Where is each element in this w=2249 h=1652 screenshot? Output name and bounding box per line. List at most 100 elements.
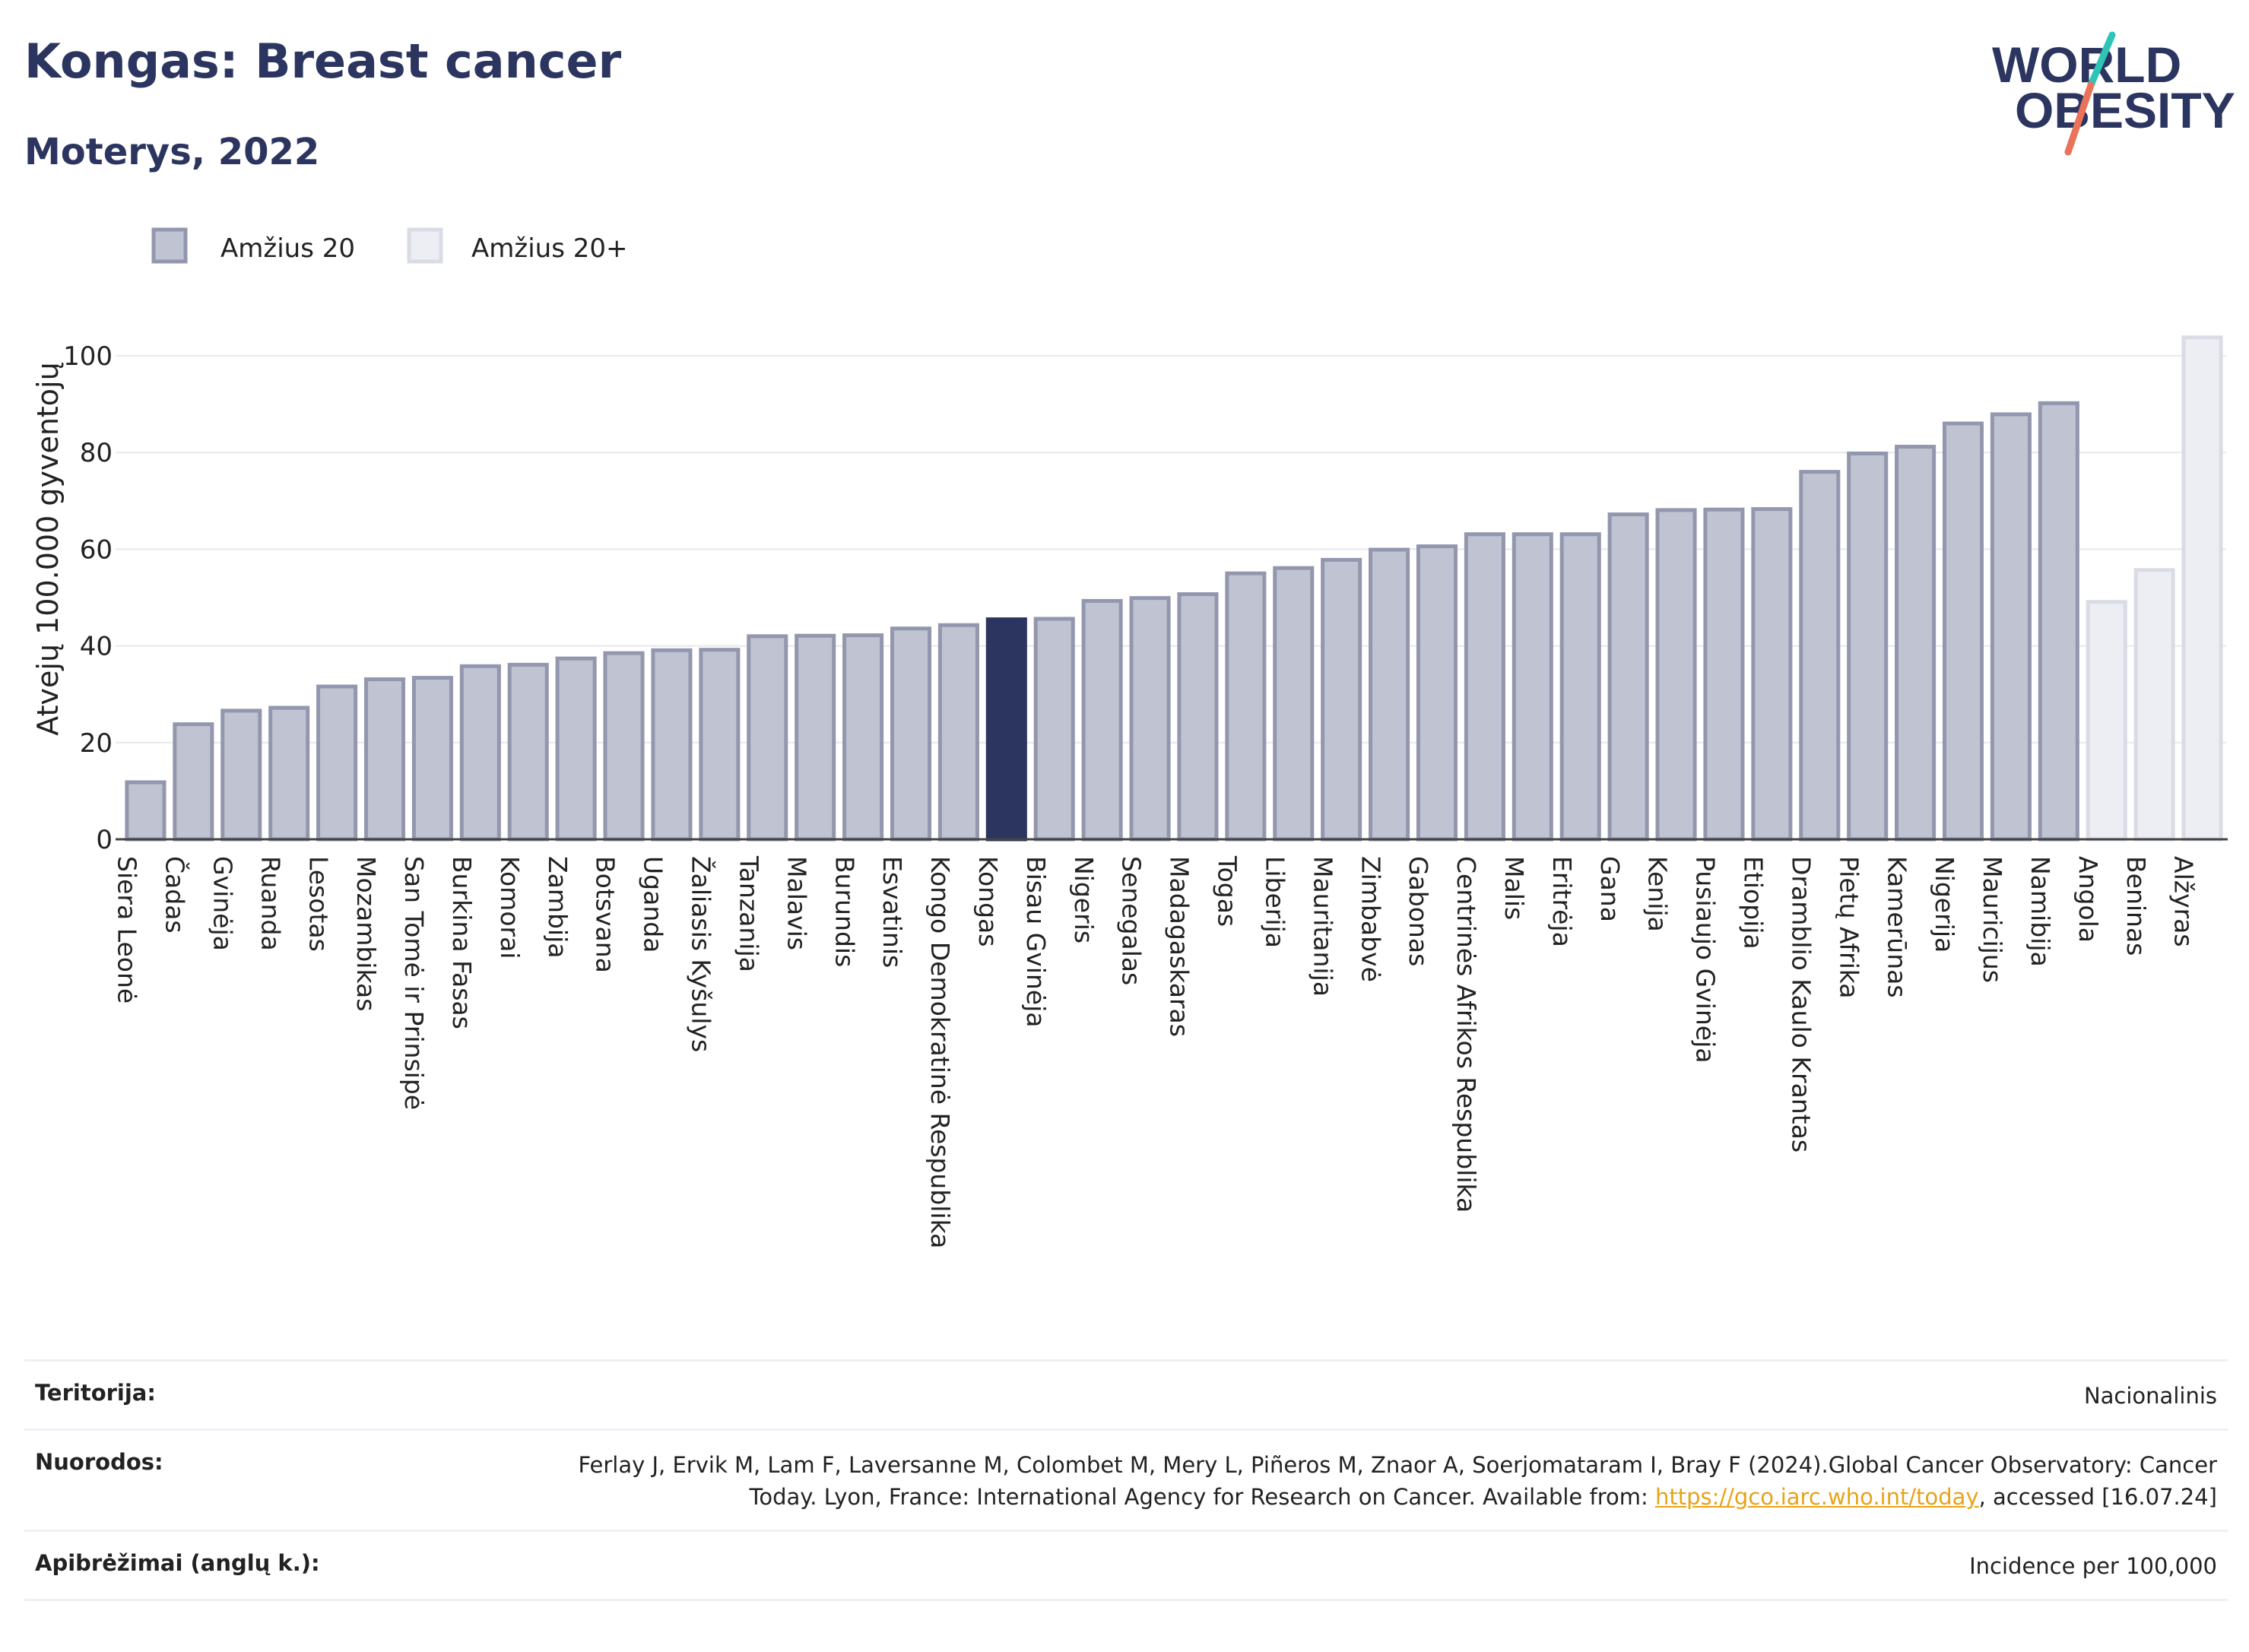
x-tick-label: Ruanda <box>255 856 285 951</box>
x-tick-label: Nigeris <box>1069 856 1099 943</box>
x-tick-label: Tanzanija <box>734 855 763 972</box>
bar-nigerija <box>1942 421 1984 842</box>
reference-link[interactable]: https://gco.iarc.who.int/today <box>1654 1484 1979 1510</box>
bar-kamerūnas <box>1895 445 1937 842</box>
legend-label-age-20-plus: Amžius 20+ <box>471 233 628 264</box>
reference-suffix: , accessed [16.07.24] <box>1978 1484 2217 1510</box>
x-tick-label: San Tomė ir Prinsipė <box>399 856 429 1110</box>
x-tick-label: Zambija <box>543 856 573 958</box>
y-tick-label: 60 <box>80 534 113 565</box>
y-tick-label: 80 <box>80 438 113 468</box>
bars <box>125 335 2223 842</box>
bar-eritrėja <box>1559 532 1601 842</box>
footer-row-territory: Teritorija: Nacionalinis <box>24 1359 2228 1428</box>
x-tick-label: Komorai <box>495 856 525 959</box>
footer-value-definitions: Incidence per 100,000 <box>1969 1553 2217 1579</box>
page-subtitle: Moterys, 2022 <box>24 131 320 173</box>
legend-label-age-20: Amžius 20 <box>220 233 355 264</box>
logo-slash-coral <box>2064 81 2095 156</box>
bar-san-tomė-ir-prinsipė <box>411 676 453 842</box>
x-tick-label: Gabonas <box>1404 856 1433 966</box>
page-title: Kongas: Breast cancer <box>24 33 622 89</box>
bar-čadas <box>173 722 214 842</box>
bar-etiopija <box>1751 507 1793 842</box>
legend-swatch-age-20-plus <box>407 227 443 264</box>
x-tick-label: Kongo Demokratinė Respublika <box>925 856 955 1248</box>
bar-kongo-demokratinė-respublika <box>937 623 979 842</box>
x-tick-label: Čadas <box>160 856 191 934</box>
x-tick-label: Žaliasis Kyšulys <box>687 856 717 1052</box>
x-tick-label: Kenija <box>1643 856 1673 932</box>
chart-legend: Amžius 20 Amžius 20+ <box>151 227 628 264</box>
x-tick-label: Alžyras <box>2169 856 2199 947</box>
bar-gabonas <box>1416 544 1458 842</box>
bar-pietų-afrika <box>1847 451 1889 842</box>
bar-kenija <box>1655 508 1697 842</box>
bar-tanzanija <box>747 634 788 842</box>
reference-text: Ferlay J, Ervik M, Lam F, Laversanne M, … <box>578 1452 2217 1510</box>
x-tick-label: Burundis <box>829 856 859 967</box>
x-tick-label: Namibija <box>2025 856 2055 967</box>
bar-malavis <box>795 633 836 842</box>
x-tick-label: Kamerūnas <box>1882 856 1911 998</box>
x-tick-label: Eritrėja <box>1547 856 1577 947</box>
bar-beninas <box>2133 568 2175 842</box>
bar-pusiaujo-gvinėja <box>1703 507 1745 842</box>
x-tick-label: Togas <box>1213 855 1242 927</box>
x-tick-label: Gana <box>1595 856 1625 922</box>
x-tick-label: Mauricijus <box>1978 856 2007 983</box>
x-tick-label: Gvinėja <box>208 856 237 951</box>
bar-liberija <box>1273 566 1315 842</box>
bar-malis <box>1511 532 1553 842</box>
x-tick-label: Centrinės Afrikos Respublika <box>1451 856 1481 1213</box>
bar-chart: Amžius 20 Amžius 20+ 0 20 40 60 80 100 Atvejų… <box>31 227 2228 1248</box>
bar-mozambikas <box>363 677 406 842</box>
x-tick-label: Malavis <box>782 856 811 950</box>
bar-gana <box>1607 512 1649 842</box>
logo-text-world: WORLD <box>1992 36 2181 93</box>
bar-alžyras <box>2181 335 2223 842</box>
world-obesity-logo: WORLD OBESITY <box>1992 31 2235 156</box>
footer-value-references: Ferlay J, Ervik M, Lam F, Laversanne M, … <box>544 1449 2217 1513</box>
x-tick-label: Zimbabvė <box>1356 856 1385 982</box>
footer-label-territory: Teritorija: <box>35 1380 156 1406</box>
bar-zimbabvė <box>1369 547 1410 842</box>
footer-row-definitions: Apibrėžimai (anglų k.): Incidence per 10… <box>24 1530 2228 1601</box>
x-tick-label: Pietų Afrika <box>1834 856 1864 999</box>
bar-centrinės-afrikos-respublika <box>1464 532 1505 842</box>
bar-mauritanija <box>1321 557 1362 842</box>
x-tick-label: Bisau Gvinėja <box>1021 856 1051 1028</box>
x-tick-label: Mauritanija <box>1308 856 1337 997</box>
x-tick-labels: Siera Leonė Čadas Gvinėja Ruanda Lesotas Moza… <box>113 855 2199 1248</box>
x-tick-label: Malis <box>1499 856 1529 920</box>
x-tick-label: Liberija <box>1260 856 1289 948</box>
x-tick-label: Beninas <box>2121 856 2151 956</box>
x-tick-label: Burkina Fasas <box>447 856 477 1029</box>
bar-ruanda <box>268 706 310 842</box>
x-tick-label: Botsvana <box>591 856 620 973</box>
bar-dramblio-kaulo-krantas <box>1799 470 1841 842</box>
bar-uganda <box>651 648 693 842</box>
x-tick-label: Pusiaujo Gvinėja <box>1691 856 1721 1063</box>
x-tick-label: Nigerija <box>1930 856 1959 953</box>
bar-nigeris <box>1081 598 1123 842</box>
bar-komorai <box>507 662 549 842</box>
x-tick-label: Madagaskaras <box>1165 856 1194 1037</box>
legend-swatch-age-20 <box>151 227 188 264</box>
bar-siera-leonė <box>125 780 167 842</box>
footer-table: Teritorija: Nacionalinis Nuorodos: Ferla… <box>24 1359 2228 1601</box>
bar-botsvana <box>603 651 645 842</box>
bar-žaliasis-kyšulys <box>699 648 741 842</box>
bar-senegalas <box>1129 596 1171 842</box>
bar-gvinėja <box>220 709 262 842</box>
x-tick-label: Uganda <box>639 856 668 953</box>
x-tick-label: Esvatinis <box>877 856 907 968</box>
footer-value-territory: Nacionalinis <box>2083 1383 2217 1409</box>
bar-angola <box>2086 600 2127 842</box>
x-tick-label: Etiopija <box>1739 856 1768 950</box>
logo-slash-teal <box>2087 31 2116 89</box>
footer-label-references: Nuorodos: <box>35 1449 163 1475</box>
bar-togas <box>1225 571 1267 842</box>
bar-kongas <box>985 617 1027 842</box>
x-tick-label: Siera Leonė <box>113 856 142 1004</box>
